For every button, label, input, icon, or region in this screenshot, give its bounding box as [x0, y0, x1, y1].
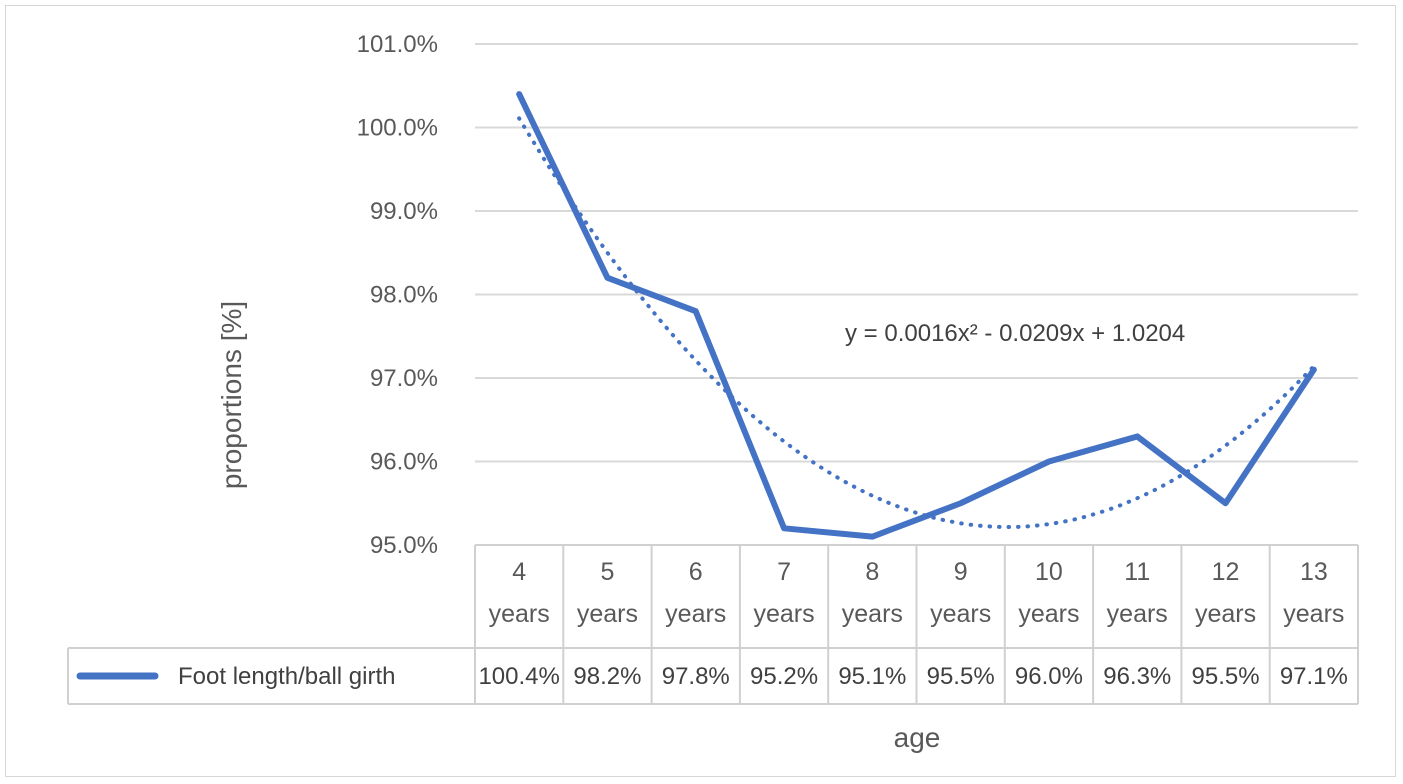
x-tick-label: 4 years [489, 558, 550, 628]
data-label: 96.3% [1103, 663, 1171, 690]
data-label: 97.1% [1280, 663, 1348, 690]
y-tick-label: 96.0% [370, 449, 438, 476]
chart-frame [5, 5, 1396, 777]
x-tick-label: 8 years [842, 558, 903, 628]
category-labels: 4 years 5 years 6 years 7 years 8 years 9 years 10 ye… [489, 558, 1345, 628]
x-axis-title: age [894, 722, 941, 753]
x-tick-label: 10 years [1018, 558, 1079, 628]
polynomial-trendline [517, 116, 1316, 529]
series-points [519, 94, 1314, 537]
data-label: 95.1% [838, 663, 906, 690]
y-tick-label: 97.0% [370, 365, 438, 392]
data-label: 95.5% [1192, 663, 1260, 690]
gridlines [475, 43, 1358, 546]
data-table [67, 544, 1359, 705]
x-tick-label: 12 years [1195, 558, 1256, 628]
y-tick-label: 98.0% [370, 282, 438, 309]
series-line-foot-length-ball-girth [516, 91, 1317, 540]
x-tick-label: 6 years [665, 558, 726, 628]
y-axis-ticks: 95.0% 96.0% 97.0% 98.0% 99.0% 100.0% 101.0% [357, 31, 438, 559]
x-tick-label: 5 years [577, 558, 638, 628]
y-tick-label: 101.0% [357, 31, 438, 58]
data-label: 98.2% [573, 663, 641, 690]
data-table-values: 100.4% 98.2% 97.8% 95.2% 95.1% 95.5% 96.0% 96.3… [478, 663, 1347, 690]
data-label: 95.5% [927, 663, 995, 690]
y-tick-label: 99.0% [370, 198, 438, 225]
data-label: 100.4% [478, 663, 559, 690]
x-tick-label: 9 years [930, 558, 991, 628]
x-tick-label: 13 years [1283, 558, 1344, 628]
data-label: 95.2% [750, 663, 818, 690]
y-tick-label: 100.0% [357, 115, 438, 142]
legend-label: Foot length/ball girth [178, 663, 395, 690]
x-tick-label: 7 years [753, 558, 814, 628]
y-tick-label: 95.0% [370, 532, 438, 559]
legend-key: Foot length/ball girth [76, 663, 395, 690]
data-label: 96.0% [1015, 663, 1083, 690]
y-axis-title: proportions [%] [216, 301, 247, 489]
data-label: 97.8% [662, 663, 730, 690]
trendline-equation: y = 0.0016x² - 0.0209x + 1.0204 [845, 320, 1185, 347]
x-tick-label: 11 years [1107, 558, 1168, 628]
